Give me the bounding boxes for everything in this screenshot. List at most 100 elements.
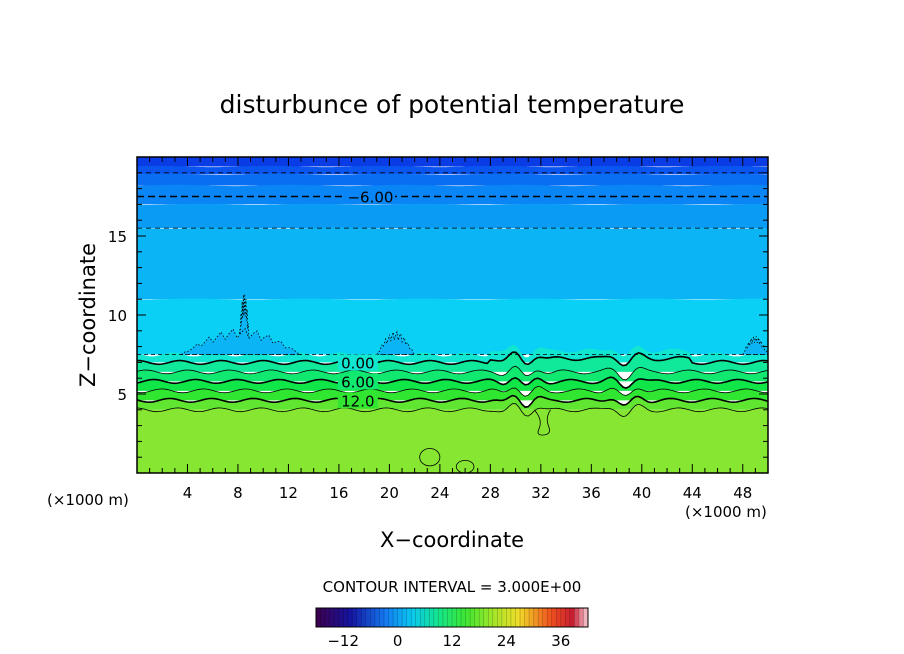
- color-layer-6: [137, 298, 768, 355]
- colorbar-cell: [501, 608, 507, 627]
- x-unit-right: (×1000 m): [685, 503, 767, 521]
- colorbar-cell: [474, 608, 480, 627]
- color-layer-1: [137, 165, 768, 175]
- colorbar-cell: [320, 608, 326, 627]
- colorbar-tick-label: 24: [497, 632, 516, 650]
- colorbar-frame: [315, 607, 589, 628]
- colorbar-cell: [488, 608, 494, 627]
- closed-contour-0: [419, 448, 441, 467]
- colorbar-cell: [347, 608, 353, 627]
- cold-patches: [137, 293, 768, 355]
- colorbar-cell: [556, 608, 562, 627]
- x-tick-label: 48: [733, 484, 752, 502]
- colorbar-cell: [325, 608, 331, 627]
- colorbar-cell: [578, 608, 584, 627]
- colorbar-tick-labels: −12 0 12 24 36: [327, 632, 570, 650]
- colorbar-cell: [424, 608, 430, 627]
- colorbar-cell: [547, 608, 553, 627]
- colorbar-cell: [433, 608, 439, 627]
- colorbar-cell: [538, 608, 544, 627]
- colorbar-cell: [406, 608, 412, 627]
- x-tick-label: 28: [481, 484, 500, 502]
- x-tick-label: 20: [380, 484, 399, 502]
- contour-line-7: [137, 394, 768, 408]
- colorbar-cell: [447, 608, 453, 627]
- colorbar-cell: [442, 608, 448, 627]
- colorbar-cell: [492, 608, 498, 627]
- colorbar-cell: [343, 608, 349, 627]
- colorbar-cell: [352, 608, 358, 627]
- colorbar-cell: [356, 608, 362, 627]
- contour-interval-note: CONTOUR INTERVAL = 3.000E+00: [323, 578, 582, 596]
- colorbar-cell: [520, 608, 526, 627]
- colorbar-cell: [461, 608, 467, 627]
- colorbar-cell: [470, 608, 476, 627]
- colorbar-cell: [456, 608, 462, 627]
- colorbar-cell: [497, 608, 503, 627]
- x-tick-label: 8: [233, 484, 243, 502]
- color-layers: [137, 157, 768, 473]
- contour-label: 12.0: [341, 392, 374, 410]
- contour-label-bg: [337, 392, 378, 409]
- colorbar-cell: [316, 608, 322, 627]
- x-tick-label: 44: [683, 484, 702, 502]
- color-layer-3: [137, 184, 768, 205]
- colorbar-cell: [506, 608, 512, 627]
- x-tick-label: 16: [329, 484, 348, 502]
- color-layer-4: [137, 203, 768, 229]
- cold-patch-1: [180, 328, 302, 355]
- chart-title: disturbunce of potential temperature: [220, 90, 685, 119]
- colorbar-cell: [365, 608, 371, 627]
- colorbar-tick-label: −12: [327, 632, 359, 650]
- colorbar-cell: [551, 608, 557, 627]
- color-layer-2: [137, 173, 768, 186]
- plot-area: [137, 157, 768, 473]
- colorbar-tick-label: 36: [551, 632, 570, 650]
- colorbar: [316, 608, 589, 627]
- colorbar-tick-label: 0: [393, 632, 403, 650]
- colorbar-cell: [393, 608, 399, 627]
- contour-line-5: [137, 376, 768, 389]
- colorbar-cell: [483, 608, 489, 627]
- colorbar-cell: [524, 608, 530, 627]
- x-tick-label: 4: [183, 484, 193, 502]
- colorbar-cell: [429, 608, 435, 627]
- colorbar-cell: [370, 608, 376, 627]
- cold-patch-3: [742, 336, 768, 355]
- colorbar-cell: [574, 608, 580, 627]
- y-tick-label: 5: [117, 386, 127, 404]
- color-layer-base: [137, 409, 768, 473]
- x-axis-label: X−coordinate: [380, 528, 524, 552]
- colorbar-cell: [529, 608, 535, 627]
- colorbar-cell: [565, 608, 571, 627]
- contour-label-bg: [337, 354, 378, 371]
- y-tick-labels: 5 10 15: [108, 228, 127, 404]
- colorbar-cell: [560, 608, 566, 627]
- x-tick-label: 40: [632, 484, 651, 502]
- colorbar-cell: [397, 608, 403, 627]
- x-tick-labels: 4 8 12 16 20 24 28 32 36 40 44 48: [183, 484, 753, 502]
- colorbar-cell: [334, 608, 340, 627]
- y-tick-label: 10: [108, 307, 127, 325]
- y-axis-label: Z−coordinate: [76, 243, 100, 387]
- contour-label: 6.00: [341, 373, 374, 391]
- contour-line-8: [137, 403, 768, 418]
- colorbar-cell: [515, 608, 521, 627]
- colorbar-cell: [420, 608, 426, 627]
- contour-line-3: [137, 351, 768, 367]
- x-unit-left: (×1000 m): [47, 491, 129, 509]
- contour-label: 0.00: [341, 354, 374, 372]
- axis-ticks: [137, 157, 768, 473]
- y-tick-label: 15: [108, 228, 127, 246]
- colorbar-cell: [361, 608, 367, 627]
- colorbar-cell: [384, 608, 390, 627]
- colorbar-cell: [510, 608, 516, 627]
- contour-label: −6.00: [347, 189, 393, 207]
- colorbar-cell: [533, 608, 539, 627]
- contour-line-4: [137, 365, 768, 381]
- contour-tongue: [534, 409, 551, 436]
- colorbar-cell: [402, 608, 408, 627]
- colorbar-cell: [569, 608, 575, 627]
